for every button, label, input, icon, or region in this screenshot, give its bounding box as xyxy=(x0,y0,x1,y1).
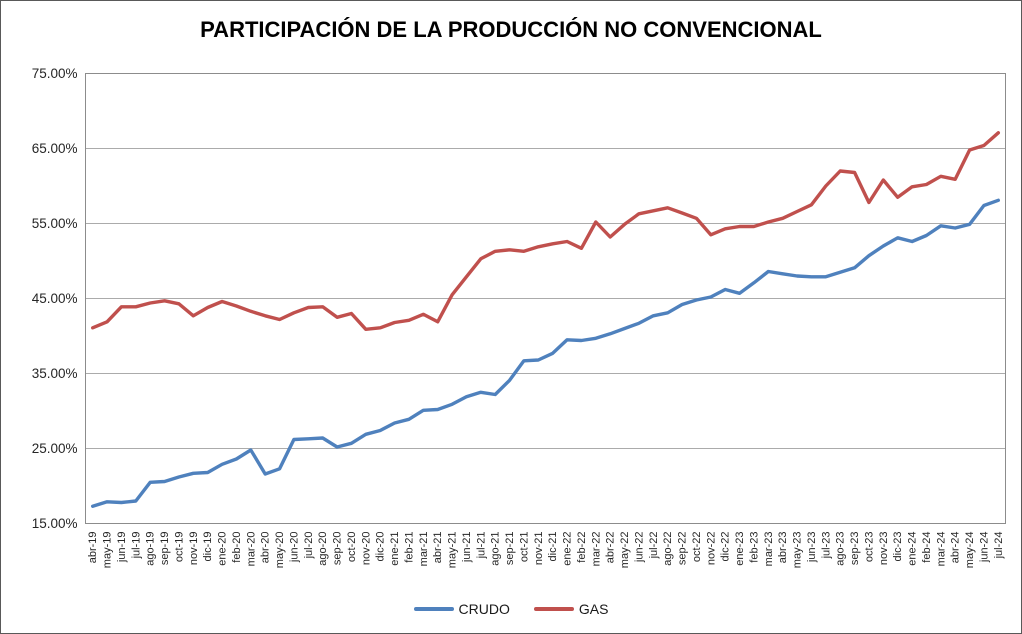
plot-border xyxy=(85,73,1006,524)
x-tick-label: ago-19 xyxy=(145,532,157,566)
x-tick-label: jul-19 xyxy=(130,532,142,560)
legend: CRUDO GAS xyxy=(1,601,1021,617)
x-tick-label: abr-19 xyxy=(87,532,99,564)
x-tick-label: may-19 xyxy=(102,532,114,569)
x-tick-label: nov-19 xyxy=(188,532,200,566)
x-tick-label: oct-19 xyxy=(173,532,185,563)
legend-label-gas: GAS xyxy=(578,601,609,617)
y-tick-label: 45.00% xyxy=(32,291,78,306)
x-tick-label: ago-20 xyxy=(317,532,329,566)
x-tick-label: dic-20 xyxy=(375,532,387,562)
y-axis-labels: 75.00% 65.00% 55.00% 45.00% 35.00% 25.00% 15.0… xyxy=(32,66,78,531)
y-tick-label: 15.00% xyxy=(32,516,78,531)
x-tick-label: sep-23 xyxy=(849,532,861,566)
x-tick-label: jul-24 xyxy=(993,532,1005,560)
x-axis-labels: abr-19 may-19 jun-19 jul-19 ago-19 sep-19 oct-… xyxy=(87,532,1005,569)
x-tick-label: may-20 xyxy=(274,532,286,569)
x-tick-label: mar-23 xyxy=(763,532,775,567)
y-tick-label: 65.00% xyxy=(32,141,78,156)
x-tick-label: abr-21 xyxy=(432,532,444,564)
x-tick-label: jun-21 xyxy=(461,532,473,564)
x-tick-label: feb-24 xyxy=(921,532,933,563)
x-tick-label: jul-23 xyxy=(820,532,832,560)
x-tick-label: feb-23 xyxy=(748,532,760,563)
x-tick-label: jun-19 xyxy=(116,532,128,564)
x-tick-label: ene-20 xyxy=(217,532,229,566)
x-tick-label: may-24 xyxy=(964,532,976,569)
x-tick-label: sep-21 xyxy=(504,532,516,566)
gas-line-swatch xyxy=(533,607,574,611)
x-tick-label: ago-23 xyxy=(835,532,847,566)
x-tick-label: oct-22 xyxy=(691,532,703,563)
x-tick-label: nov-22 xyxy=(705,532,717,566)
x-tick-label: dic-19 xyxy=(202,532,214,562)
gridlines xyxy=(85,73,1006,524)
x-tick-label: ene-23 xyxy=(734,532,746,566)
x-tick-label: dic-23 xyxy=(892,532,904,562)
x-tick-label: dic-22 xyxy=(720,532,732,562)
gas-line xyxy=(90,131,1000,331)
chart-title: PARTICIPACIÓN DE LA PRODUCCIÓN NO CONVEN… xyxy=(200,17,822,42)
x-tick-label: abr-23 xyxy=(777,532,789,564)
x-tick-label: mar-21 xyxy=(418,532,430,567)
x-tick-label: feb-21 xyxy=(403,532,415,563)
x-tick-label: sep-20 xyxy=(332,532,344,566)
x-tick-label: jun-24 xyxy=(978,532,990,564)
x-tick-label: mar-20 xyxy=(245,532,257,567)
x-tick-label: ago-21 xyxy=(490,532,502,566)
crudo-line xyxy=(90,198,1000,508)
x-tick-label: jul-20 xyxy=(303,532,315,560)
x-tick-label: mar-24 xyxy=(935,532,947,567)
x-tick-label: abr-24 xyxy=(950,532,962,564)
x-tick-label: ene-22 xyxy=(562,532,574,566)
x-tick-label: may-22 xyxy=(619,532,631,569)
x-tick-label: mar-22 xyxy=(590,532,602,567)
x-tick-label: feb-22 xyxy=(576,532,588,563)
plot-area: 75.00% 65.00% 55.00% 45.00% 35.00% 25.00% 15.0… xyxy=(32,66,1006,569)
x-tick-label: oct-21 xyxy=(518,532,530,563)
legend-label-crudo: CRUDO xyxy=(458,601,510,617)
x-tick-label: jun-22 xyxy=(633,532,645,564)
x-tick-label: jul-22 xyxy=(648,532,660,560)
legend-item-crudo: CRUDO xyxy=(413,601,510,617)
x-tick-label: dic-21 xyxy=(547,532,559,562)
x-tick-label: jun-20 xyxy=(288,532,300,564)
x-tick-label: sep-19 xyxy=(159,532,171,566)
x-tick-label: sep-22 xyxy=(677,532,689,566)
x-tick-label: may-21 xyxy=(447,532,459,569)
x-tick-label: nov-23 xyxy=(878,532,890,566)
x-tick-label: ene-24 xyxy=(907,532,919,566)
crudo-line-swatch xyxy=(413,607,454,611)
x-tick-label: nov-20 xyxy=(360,532,372,566)
y-tick-label: 25.00% xyxy=(32,441,78,456)
legend-item-gas: GAS xyxy=(533,601,609,617)
y-tick-label: 35.00% xyxy=(32,366,78,381)
y-tick-label: 75.00% xyxy=(32,66,78,81)
x-tick-label: abr-20 xyxy=(260,532,272,564)
x-tick-label: ene-21 xyxy=(389,532,401,566)
x-tick-label: feb-20 xyxy=(231,532,243,563)
y-tick-label: 55.00% xyxy=(32,216,78,231)
x-tick-label: oct-23 xyxy=(863,532,875,563)
x-tick-label: ago-22 xyxy=(662,532,674,566)
x-tick-label: may-23 xyxy=(792,532,804,569)
x-tick-label: oct-20 xyxy=(346,532,358,563)
x-tick-label: jun-23 xyxy=(806,532,818,564)
x-tick-label: jul-21 xyxy=(475,532,487,560)
x-tick-label: abr-22 xyxy=(605,532,617,564)
x-tick-label: nov-21 xyxy=(533,532,545,566)
